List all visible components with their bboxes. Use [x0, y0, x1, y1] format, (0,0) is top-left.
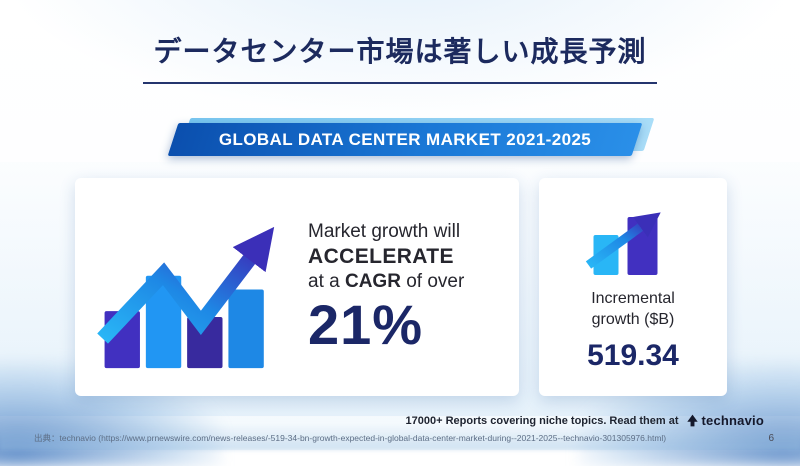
bar-4: [228, 289, 264, 369]
growth-text-line3-suffix: of over: [406, 271, 465, 292]
promo-text: 17000+ Reports covering niche topics. Re…: [405, 414, 679, 427]
incremental-growth-value: 519.34: [587, 338, 679, 372]
incremental-growth-label: Incremental growth ($B): [591, 289, 675, 331]
bar-3: [187, 316, 223, 369]
page-number: 6: [768, 433, 774, 444]
growth-text-line3: at a CAGR of over: [308, 271, 464, 293]
bar-2: [145, 275, 182, 369]
growth-text-accelerate: ACCELERATE: [308, 245, 454, 268]
section-banner: GLOBAL DATA CENTER MARKET 2021-2025: [167, 118, 655, 156]
growth-text-line1: Market growth will: [308, 221, 461, 242]
technavio-logo-icon: [686, 414, 698, 427]
banner-title: GLOBAL DATA CENTER MARKET 2021-2025: [218, 129, 592, 149]
footer-promo: 17000+ Reports covering niche topics. Re…: [406, 413, 764, 428]
growth-arrow-icon: [97, 226, 275, 344]
title-area: データセンター市場は著しい成長予測: [0, 30, 800, 84]
slide-title: データセンター市場は著しい成長予測: [143, 30, 657, 84]
incremental-label-line2: growth ($B): [591, 311, 675, 328]
cards-row: Market growth will ACCELERATE at a CAGR …: [75, 178, 727, 396]
market-growth-card: Market growth will ACCELERATE at a CAGR …: [75, 178, 519, 396]
banner-ribbon: GLOBAL DATA CENTER MARKET 2021-2025: [167, 123, 643, 156]
incremental-label-line1: Incremental: [591, 290, 675, 308]
small-growth-arrow-icon: [585, 212, 661, 269]
source-citation: 出典：technavio (https://www.prnewswire.com…: [34, 433, 667, 443]
technavio-logo-text: technavio: [701, 413, 764, 428]
incremental-growth-chart-icon: [585, 212, 661, 276]
technavio-logo: technavio: [686, 413, 764, 428]
growth-text-block: Market growth will ACCELERATE at a CAGR …: [308, 221, 464, 353]
incremental-growth-card: Incremental growth ($B) 519.34: [539, 178, 727, 396]
cagr-value: 21%: [308, 293, 424, 356]
growth-bar-chart-icon: [97, 226, 275, 369]
growth-text-cagr: CAGR: [344, 271, 401, 292]
growth-text-line3-prefix: at a: [308, 271, 340, 292]
